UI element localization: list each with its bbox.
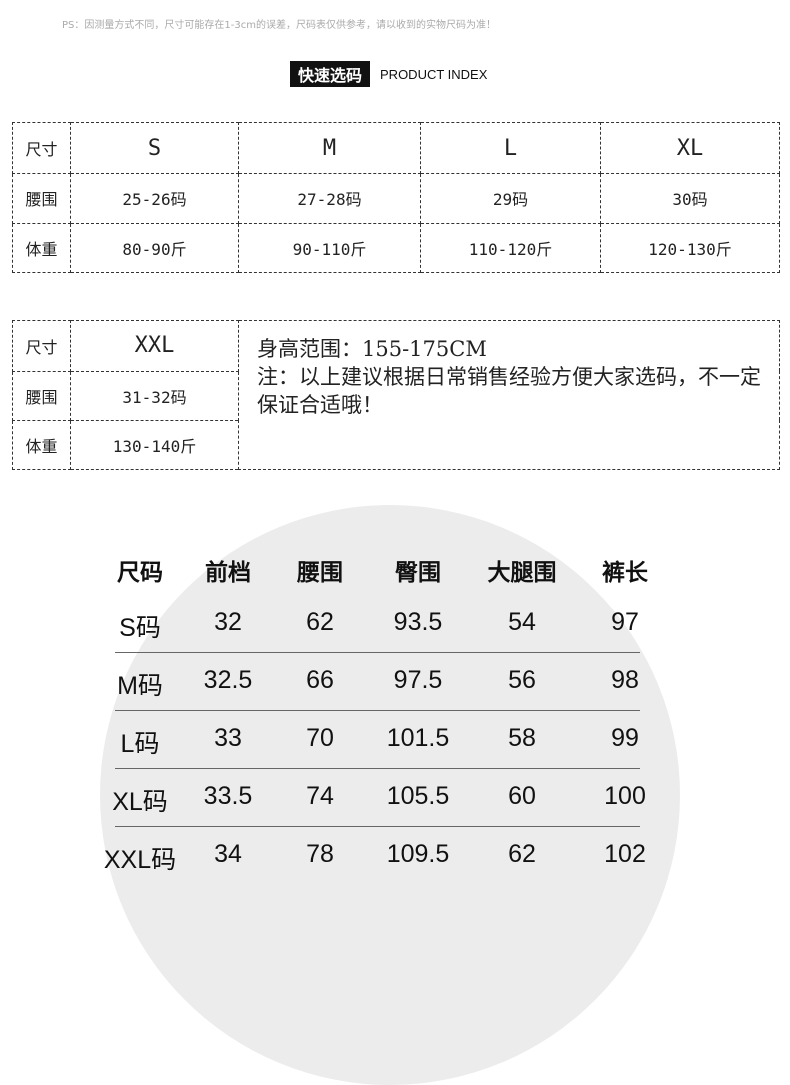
weight-cell: 110-120斤 [420, 222, 601, 274]
waist-cell: 31-32码 [70, 370, 239, 421]
table-row-cell: 54 [508, 608, 536, 636]
table-row-cell: M码 [117, 672, 163, 700]
table-row: M码 32.5 66 97.5 56 98 [0, 666, 790, 724]
height-range: 身高范围：155-175CM [257, 337, 487, 361]
table-row-cell: 102 [604, 840, 646, 868]
table-row: S码 32 62 93.5 54 97 [0, 608, 790, 666]
header-row-cell: 裤长 [602, 560, 648, 586]
table-row-cell: 33 [214, 724, 242, 752]
size-cell: XL [600, 121, 780, 175]
waist-cell: 25-26码 [70, 173, 239, 224]
title-cn: 快速选码 [290, 61, 371, 87]
waist-cell: 30码 [600, 173, 780, 224]
table-row-cell: 34 [214, 840, 242, 868]
table-row-cell: L码 [120, 730, 160, 758]
label-weight: 体重 [12, 222, 71, 274]
label-weight: 体重 [12, 419, 71, 471]
size-cell: M [238, 121, 421, 175]
label-waist: 腰围 [12, 370, 71, 421]
section-title: 快速选码 PRODUCT INDEX [290, 61, 487, 87]
disclaimer-note: PS：因测量方式不同，尺寸可能存在1-3cm的误差，尺码表仅供参考，请以收到的实… [62, 20, 496, 31]
table-row-cell: 78 [306, 840, 334, 868]
table-row-cell: 58 [508, 724, 536, 752]
table-row-cell: 105.5 [386, 782, 450, 810]
table-row-cell: XL码 [112, 788, 168, 816]
size-cell: S [70, 121, 239, 175]
size-guide-xxl-table: 尺寸 XXL 身高范围：155-175CM 注：以上建议根据日常销售经验方便大家… [12, 320, 780, 471]
table-row: L码 33 70 101.5 58 99 [0, 724, 790, 782]
waist-cell: 27-28码 [238, 173, 421, 224]
size-cell: L [420, 121, 601, 175]
table-row-cell: 33.5 [203, 782, 253, 810]
table-row-cell: 74 [306, 782, 334, 810]
header-row-cell: 臀围 [395, 560, 441, 586]
weight-cell: 120-130斤 [600, 222, 780, 274]
table-row-cell: XXL码 [103, 846, 177, 874]
size-cell: XXL [70, 320, 239, 372]
header-row-cell: 大腿围 [487, 560, 557, 586]
table-row-cell: 97 [611, 608, 639, 636]
table-row-cell: 32.5 [203, 666, 253, 694]
table-row-cell: S码 [119, 614, 161, 642]
weight-cell: 80-90斤 [70, 222, 239, 274]
label-size: 尺寸 [12, 121, 71, 175]
table-row-cell: 101.5 [386, 724, 450, 752]
weight-cell: 90-110斤 [238, 222, 421, 274]
header-row-cell: 尺码 [117, 560, 163, 586]
table-row-cell: 70 [306, 724, 334, 752]
table-row-cell: 62 [306, 608, 334, 636]
table-row-cell: 60 [508, 782, 536, 810]
label-size: 尺寸 [12, 320, 71, 372]
header-row: 尺码 前档 腰围 臀围 大腿围 裤长 [0, 553, 790, 611]
table-row-cell: 66 [306, 666, 334, 694]
row-divider [115, 652, 640, 653]
table-row-cell: 99 [611, 724, 639, 752]
table-row-cell: 100 [604, 782, 646, 810]
header-row-cell: 腰围 [297, 560, 343, 586]
title-en: PRODUCT INDEX [380, 66, 488, 82]
table-row-cell: 56 [508, 666, 536, 694]
label-waist: 腰围 [12, 173, 71, 224]
height-note: 身高范围：155-175CM 注：以上建议根据日常销售经验方便大家选码，不一定保… [238, 320, 780, 470]
row-divider [115, 768, 640, 769]
remark: 注：以上建议根据日常销售经验方便大家选码，不一定保证合适哦！ [257, 365, 761, 417]
row-divider [115, 826, 640, 827]
table-row-cell: 97.5 [393, 666, 443, 694]
table-row-cell: 62 [508, 840, 536, 868]
size-guide-table: 尺寸 S M L XL 腰围 25-26码 27-28码 29码 30码 体重 … [12, 121, 780, 274]
row-divider [115, 710, 640, 711]
table-row: XL码 33.5 74 105.5 60 100 [0, 782, 790, 840]
table-row-cell: 109.5 [386, 840, 450, 868]
header-row-cell: 前档 [205, 560, 251, 586]
table-row-cell: 98 [611, 666, 639, 694]
table-row-cell: 93.5 [393, 608, 443, 636]
waist-cell: 29码 [420, 173, 601, 224]
table-row: XXL码 34 78 109.5 62 102 [0, 840, 790, 898]
weight-cell: 130-140斤 [70, 419, 239, 471]
table-row-cell: 32 [214, 608, 242, 636]
